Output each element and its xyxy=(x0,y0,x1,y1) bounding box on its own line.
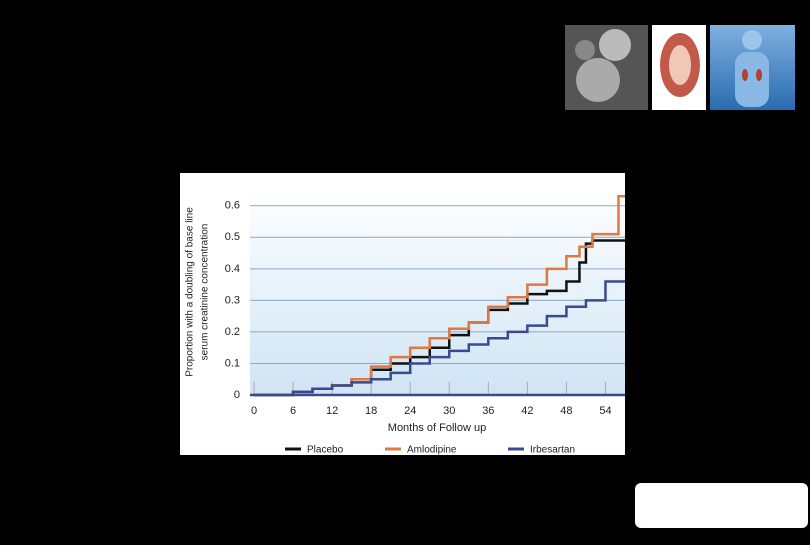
x-tick-label: 36 xyxy=(482,405,494,417)
plot-area xyxy=(250,190,625,395)
legend-label: Placebo xyxy=(307,445,344,456)
y-tick-label: 0 xyxy=(234,389,240,401)
y-tick-label: 0.3 xyxy=(225,294,240,306)
y-axis-label: serum creatinine concentration xyxy=(200,224,211,361)
y-tick-label: 0.6 xyxy=(225,200,240,212)
x-tick-label: 48 xyxy=(560,405,572,417)
thumbnail-kidney xyxy=(652,25,706,110)
legend-label: Amlodipine xyxy=(407,445,457,456)
x-tick-label: 6 xyxy=(290,405,296,417)
x-tick-label: 24 xyxy=(404,405,416,417)
y-tick-label: 0.1 xyxy=(225,357,240,369)
x-tick-label: 30 xyxy=(443,405,455,417)
thumbnail-glomerulus xyxy=(565,25,648,110)
y-tick-label: 0.5 xyxy=(225,231,240,243)
series-line xyxy=(254,280,625,397)
x-axis-label: Months of Follow up xyxy=(388,422,486,434)
x-tick-label: 0 xyxy=(251,405,257,417)
button-box xyxy=(635,483,808,528)
y-tick-label: 0.2 xyxy=(225,326,240,338)
x-tick-label: 54 xyxy=(599,405,611,417)
x-tick-label: 12 xyxy=(326,405,338,417)
legend-label: Irbesartan xyxy=(530,445,575,456)
thumbnail-body xyxy=(710,25,795,110)
y-tick-label: 0.4 xyxy=(225,263,240,275)
x-tick-label: 42 xyxy=(521,405,533,417)
x-tick-label: 18 xyxy=(365,405,377,417)
y-axis-label: Proportion with a doubling of base line xyxy=(185,207,196,377)
